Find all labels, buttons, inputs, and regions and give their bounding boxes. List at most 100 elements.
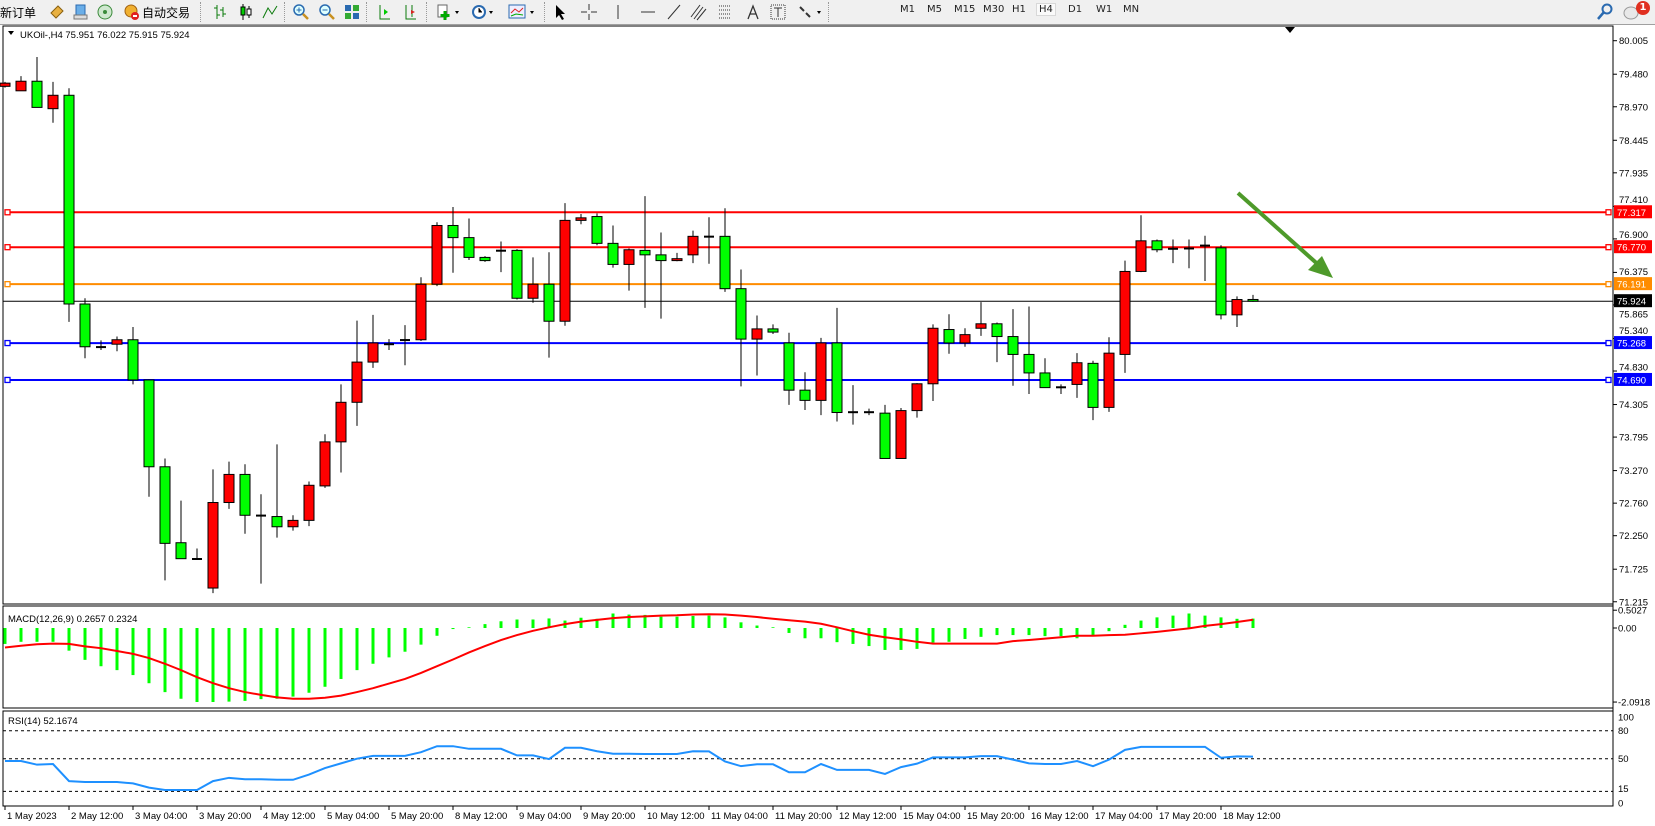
auto-trading-button[interactable]: 自动交易 bbox=[122, 3, 190, 21]
candle-body bbox=[175, 542, 187, 560]
collapse-triangle-icon[interactable] bbox=[8, 31, 14, 35]
candle-body bbox=[911, 383, 923, 412]
candle bbox=[143, 379, 155, 497]
trend-arrow[interactable] bbox=[1236, 191, 1333, 278]
macd-axis-label: 0.5027 bbox=[1618, 606, 1647, 617]
navigator-icon[interactable] bbox=[96, 3, 114, 21]
time-axis-label: 17 May 20:00 bbox=[1159, 811, 1217, 822]
chart-shift-marker-icon[interactable] bbox=[1285, 27, 1295, 33]
dropdown-arrow-icon bbox=[455, 11, 459, 14]
timeframe-h1[interactable]: H1 bbox=[1012, 4, 1026, 15]
candle-body bbox=[831, 342, 843, 414]
candle-body bbox=[1039, 372, 1051, 389]
price-axis-label: 79.480 bbox=[1619, 70, 1648, 81]
rsi-axis-label: 80 bbox=[1618, 726, 1629, 737]
line-handle[interactable] bbox=[1605, 209, 1612, 216]
candle bbox=[96, 340, 106, 350]
search-icon[interactable] bbox=[1596, 3, 1614, 21]
time-axis-label: 10 May 12:00 bbox=[647, 811, 705, 822]
timeframe-m15[interactable]: M15 bbox=[954, 4, 976, 15]
candle bbox=[1119, 260, 1131, 373]
candle-body bbox=[463, 237, 475, 258]
price-axis-label: 76.375 bbox=[1619, 267, 1648, 278]
candle bbox=[607, 225, 619, 268]
candle bbox=[303, 481, 315, 527]
candle bbox=[543, 252, 555, 358]
timeframe-d1[interactable]: D1 bbox=[1068, 4, 1083, 15]
horizontal-line-icon[interactable] bbox=[640, 3, 656, 21]
line-handle[interactable] bbox=[4, 339, 11, 347]
tile-windows-icon[interactable] bbox=[344, 3, 360, 21]
candle-body bbox=[367, 342, 379, 363]
candle bbox=[927, 324, 939, 402]
templates-button[interactable] bbox=[508, 3, 538, 21]
candle-body bbox=[719, 235, 731, 290]
price-tag-label: 75.268 bbox=[1617, 339, 1646, 350]
candle-body bbox=[143, 379, 155, 468]
timeframe-h4[interactable]: H4 bbox=[1036, 3, 1056, 16]
time-axis-label: 8 May 12:00 bbox=[455, 811, 507, 822]
candle-body bbox=[783, 342, 795, 391]
periods-button[interactable] bbox=[470, 3, 496, 21]
candle-body bbox=[1071, 362, 1083, 385]
candle bbox=[463, 218, 475, 260]
trendline-icon[interactable] bbox=[666, 3, 682, 21]
line-handle[interactable] bbox=[1605, 376, 1612, 384]
crosshair-icon[interactable] bbox=[580, 3, 598, 21]
text-label-icon[interactable] bbox=[770, 3, 786, 21]
line-handle[interactable] bbox=[1605, 339, 1612, 347]
line-handle[interactable] bbox=[4, 244, 11, 251]
notification-badge: 1 bbox=[1636, 1, 1650, 15]
line-handle[interactable] bbox=[1605, 280, 1612, 288]
candle-body bbox=[975, 323, 987, 329]
candle-body bbox=[1231, 299, 1243, 316]
vertical-line-icon[interactable] bbox=[612, 3, 624, 21]
timeframe-mn[interactable]: MN bbox=[1123, 4, 1140, 15]
bar-chart-icon[interactable] bbox=[212, 3, 228, 21]
candle-body bbox=[1119, 270, 1131, 355]
data-window-icon[interactable] bbox=[72, 3, 90, 21]
line-handle[interactable] bbox=[4, 376, 11, 384]
market-watch-icon[interactable] bbox=[48, 3, 66, 21]
indicators-button[interactable] bbox=[436, 3, 462, 21]
fibonacci-icon[interactable] bbox=[718, 3, 736, 21]
auto-scroll-icon[interactable] bbox=[376, 3, 392, 21]
current-price-label: 75.924 bbox=[1617, 297, 1646, 308]
line-handle[interactable] bbox=[1605, 244, 1612, 251]
arrows-button[interactable] bbox=[796, 3, 824, 21]
zoom-out-icon[interactable] bbox=[318, 3, 336, 21]
price-tag bbox=[1614, 205, 1652, 219]
price-axis-label: 78.970 bbox=[1619, 102, 1648, 113]
new-order-button[interactable]: 新订单 bbox=[0, 3, 36, 21]
cursor-icon[interactable] bbox=[552, 3, 568, 21]
candle-body bbox=[207, 502, 219, 589]
candlestick-chart-icon[interactable] bbox=[238, 3, 254, 21]
candle-body bbox=[287, 519, 299, 528]
chart-shift-icon[interactable] bbox=[402, 3, 418, 21]
candle bbox=[319, 434, 331, 488]
timeframe-m5[interactable]: M5 bbox=[927, 4, 942, 15]
candle bbox=[1135, 215, 1147, 273]
timeframe-m1[interactable]: M1 bbox=[900, 4, 915, 15]
price-tag-label: 76.191 bbox=[1617, 280, 1646, 291]
candle-body bbox=[879, 412, 891, 459]
line-handle[interactable] bbox=[4, 280, 11, 288]
candle bbox=[1023, 306, 1035, 394]
equidistant-channel-icon[interactable] bbox=[690, 3, 708, 21]
price-axis-label: 72.250 bbox=[1619, 531, 1648, 542]
candle bbox=[415, 277, 427, 342]
candle-body bbox=[655, 254, 667, 262]
timeframe-m30[interactable]: M30 bbox=[983, 4, 1005, 15]
price-axis-label: 74.305 bbox=[1619, 400, 1648, 411]
candle-body bbox=[959, 334, 971, 344]
time-axis-label: 2 May 12:00 bbox=[71, 811, 123, 822]
timeframe-w1[interactable]: W1 bbox=[1096, 4, 1113, 15]
text-tool-icon[interactable] bbox=[746, 3, 760, 21]
candle-body bbox=[815, 342, 827, 401]
time-axis-label: 4 May 12:00 bbox=[263, 811, 315, 822]
line-chart-icon[interactable] bbox=[262, 3, 278, 21]
candle bbox=[1007, 309, 1019, 386]
line-handle[interactable] bbox=[4, 209, 11, 216]
zoom-in-icon[interactable] bbox=[292, 3, 310, 21]
